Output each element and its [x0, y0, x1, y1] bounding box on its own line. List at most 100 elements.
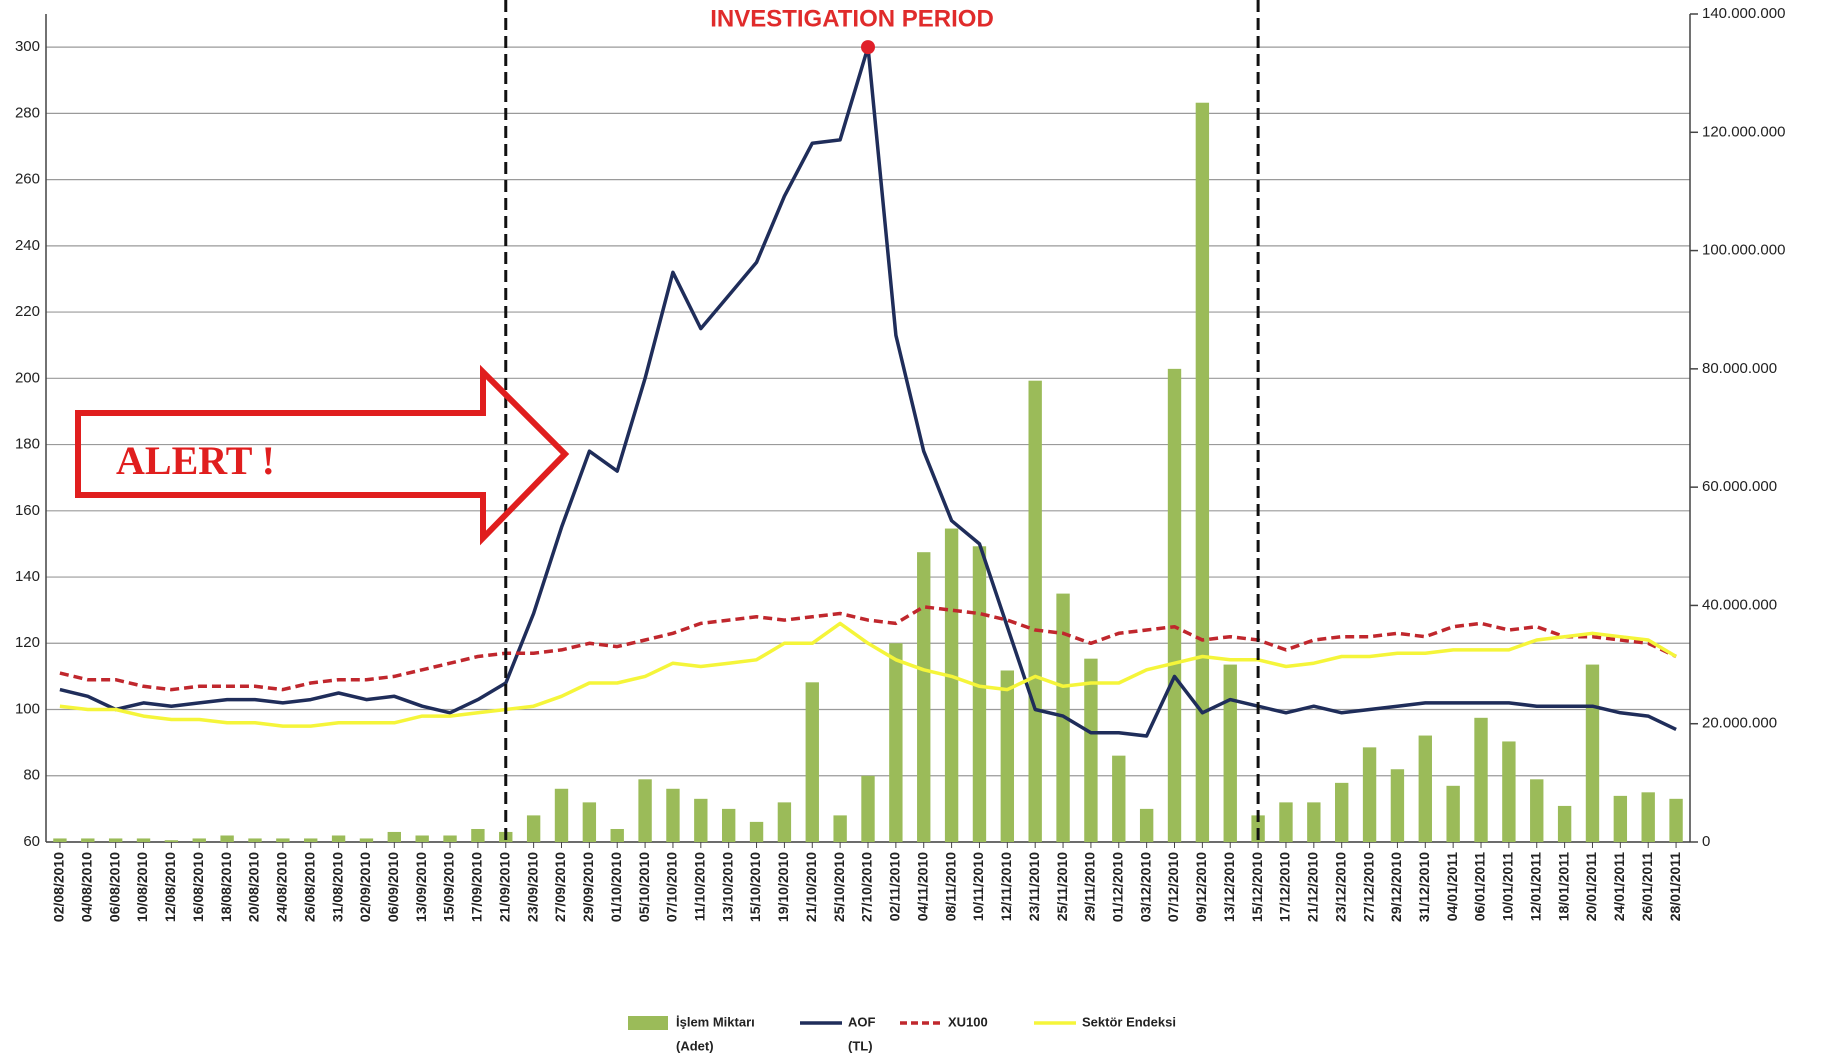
x-tick-label: 07/12/2010: [1165, 852, 1181, 922]
legend-label: İşlem Miktarı: [676, 1014, 755, 1029]
y-tick-label: 220: [15, 303, 40, 320]
bar: [1195, 102, 1210, 842]
x-tick-label: 28/01/2011: [1667, 852, 1683, 922]
bar: [1418, 735, 1432, 842]
x-tick-label: 06/01/2011: [1472, 852, 1488, 922]
x-tick-label: 10/11/2010: [970, 852, 986, 922]
x-tick-label: 10/01/2011: [1500, 852, 1516, 922]
bar: [108, 838, 123, 842]
y-tick-label: 100: [15, 700, 40, 717]
x-tick-label: 02/08/2010: [51, 852, 67, 922]
x-tick-label: 04/01/2011: [1444, 852, 1460, 922]
bar: [666, 788, 680, 842]
x-tick-label: 20/01/2011: [1583, 852, 1599, 922]
x-tick-label: 18/01/2011: [1555, 852, 1571, 922]
x-tick-label: 01/10/2010: [608, 852, 624, 922]
bar: [1669, 798, 1683, 842]
y-tick-label: 280: [15, 104, 40, 121]
x-tick-label: 16/08/2010: [190, 852, 206, 922]
x-tick-label: 29/09/2010: [580, 852, 596, 922]
bar: [777, 802, 792, 842]
y2-tick-label: 140.000.000: [1702, 5, 1785, 22]
bar: [1223, 664, 1237, 842]
y-tick-label: 300: [15, 38, 40, 55]
bar: [220, 835, 234, 842]
bar: [248, 838, 262, 842]
x-tick-label: 15/12/2010: [1249, 852, 1265, 922]
bar: [53, 838, 67, 842]
x-tick-label: 18/08/2010: [218, 852, 234, 922]
bar: [1502, 741, 1516, 842]
x-tick-label: 31/08/2010: [329, 852, 345, 922]
bar: [1530, 779, 1544, 842]
bar: [944, 528, 959, 842]
bar: [192, 838, 206, 842]
x-tick-label: 08/11/2010: [942, 852, 958, 922]
bar: [1167, 368, 1182, 842]
x-tick-label: 10/08/2010: [134, 852, 150, 922]
y2-tick-label: 120.000.000: [1702, 123, 1785, 140]
x-tick-label: 13/10/2010: [719, 852, 735, 922]
bar: [917, 552, 931, 842]
x-tick-label: 23/09/2010: [524, 852, 540, 922]
bar: [1641, 792, 1655, 842]
bar: [415, 835, 429, 842]
legend-unit: (TL): [848, 1038, 873, 1053]
line-3: [59, 621, 1677, 728]
legend-unit: (Adet): [676, 1038, 714, 1053]
peak-marker: [861, 40, 875, 55]
x-tick-label: 15/10/2010: [747, 852, 763, 922]
y-tick-label: 260: [15, 171, 40, 188]
bar: [1028, 380, 1042, 842]
bar: [805, 682, 819, 842]
x-tick-label: 21/09/2010: [496, 852, 512, 922]
legend-label: AOF: [848, 1014, 876, 1029]
y-tick-label: 80: [23, 767, 40, 784]
y2-tick-label: 60.000.000: [1702, 478, 1777, 495]
bar: [304, 838, 318, 842]
bar: [1446, 785, 1460, 842]
y-tick-label: 240: [15, 237, 40, 254]
bar: [972, 546, 987, 842]
bar: [694, 798, 708, 842]
y-tick-label: 200: [15, 369, 40, 386]
x-tick-label: 13/12/2010: [1221, 852, 1237, 922]
x-tick-label: 20/08/2010: [246, 852, 262, 922]
y2-tick-label: 0: [1702, 833, 1710, 850]
bar: [1000, 670, 1015, 842]
x-tick-label: 19/10/2010: [775, 852, 791, 922]
x-tick-label: 06/08/2010: [106, 852, 122, 922]
bar: [471, 828, 485, 842]
legend-swatch: [628, 1016, 668, 1030]
y-tick-label: 160: [15, 502, 40, 519]
bar: [526, 815, 541, 842]
bar: [1557, 805, 1572, 842]
y-tick-label: 60: [23, 833, 40, 850]
x-tick-label: 03/12/2010: [1137, 852, 1153, 922]
x-tick-label: 09/12/2010: [1193, 852, 1209, 922]
x-tick-label: 13/09/2010: [413, 852, 429, 922]
bar: [1390, 769, 1405, 842]
legend-label: XU100: [948, 1014, 988, 1029]
bar: [1112, 755, 1126, 842]
x-tick-label: 26/08/2010: [301, 852, 317, 922]
bar: [861, 775, 875, 842]
y-tick-label: 120: [15, 634, 40, 651]
x-tick-label: 17/09/2010: [469, 852, 485, 922]
alert-label: ALERT !: [116, 438, 275, 483]
x-tick-label: 27/09/2010: [552, 852, 568, 922]
x-tick-label: 23/11/2010: [1026, 852, 1042, 922]
bar: [749, 821, 764, 842]
bar: [387, 831, 401, 842]
bar: [359, 838, 374, 842]
y2-tick-label: 80.000.000: [1702, 360, 1777, 377]
bar: [638, 779, 652, 842]
bar: [136, 838, 151, 842]
bar: [1474, 717, 1488, 842]
x-tick-label: 21/12/2010: [1305, 852, 1321, 922]
bar: [1084, 658, 1098, 842]
bar: [1362, 747, 1377, 842]
y2-tick-label: 100.000.000: [1702, 242, 1785, 259]
